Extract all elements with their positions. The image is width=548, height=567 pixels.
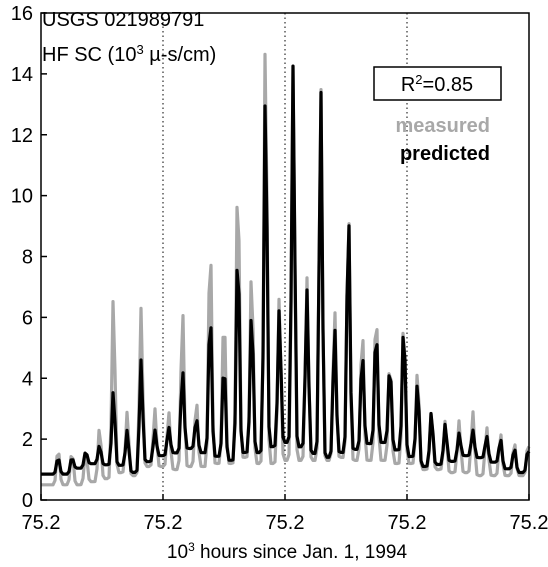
- r2-prefix: R: [401, 74, 415, 96]
- legend: R2=0.85 measured predicted: [373, 66, 502, 165]
- y-tick-label: 14: [11, 64, 33, 86]
- y-tick-label: 4: [22, 368, 33, 390]
- legend-measured: measured: [396, 115, 491, 137]
- r2-sup: 2: [415, 72, 422, 87]
- annotation-suffix: µ-s/cm): [144, 44, 217, 66]
- y-axis: 0 2 4 6 8 10 12 14 16: [11, 3, 47, 512]
- chart-annotation-site: USGS 021989791: [42, 9, 204, 31]
- series-layer: [41, 52, 531, 487]
- r2-box: [373, 66, 502, 101]
- x-tick-label: 75.2: [266, 512, 305, 534]
- x-axis-label: 103 hours since Jan. 1, 1994: [167, 540, 408, 563]
- x-tick-label: 75.2: [144, 512, 183, 534]
- xlabel-sup: 3: [188, 540, 195, 554]
- series-predicted-line: [41, 64, 531, 476]
- x-tick-label: 75.2: [22, 512, 61, 534]
- annotation-sup: 3: [136, 42, 143, 57]
- xlabel-prefix: 10: [167, 542, 188, 563]
- y-tick-label: 2: [22, 429, 33, 451]
- r2-suffix: =0.85: [423, 74, 474, 96]
- plot-frame: [40, 12, 530, 501]
- legend-predicted: predicted: [400, 143, 490, 165]
- y-tick-label: 10: [11, 186, 33, 208]
- x-tick-label: 75.2: [388, 512, 427, 534]
- y-tick-label: 16: [11, 3, 33, 25]
- y-tick-label: 12: [11, 125, 33, 147]
- chart-annotation-variable: HF SC (103 µ-s/cm): [42, 42, 216, 66]
- r2-label: R2=0.85: [401, 72, 473, 96]
- x-tick-label: 75.2: [510, 512, 548, 534]
- y-tick-label: 6: [22, 307, 33, 329]
- xlabel-suffix: hours since Jan. 1, 1994: [195, 542, 408, 563]
- y-tick-label: 8: [22, 247, 33, 269]
- x-axis: 75.2 75.2 75.2 75.2 75.2: [22, 494, 548, 534]
- y-tick-label: 0: [22, 490, 33, 512]
- annotation-prefix: HF SC (10: [42, 44, 136, 66]
